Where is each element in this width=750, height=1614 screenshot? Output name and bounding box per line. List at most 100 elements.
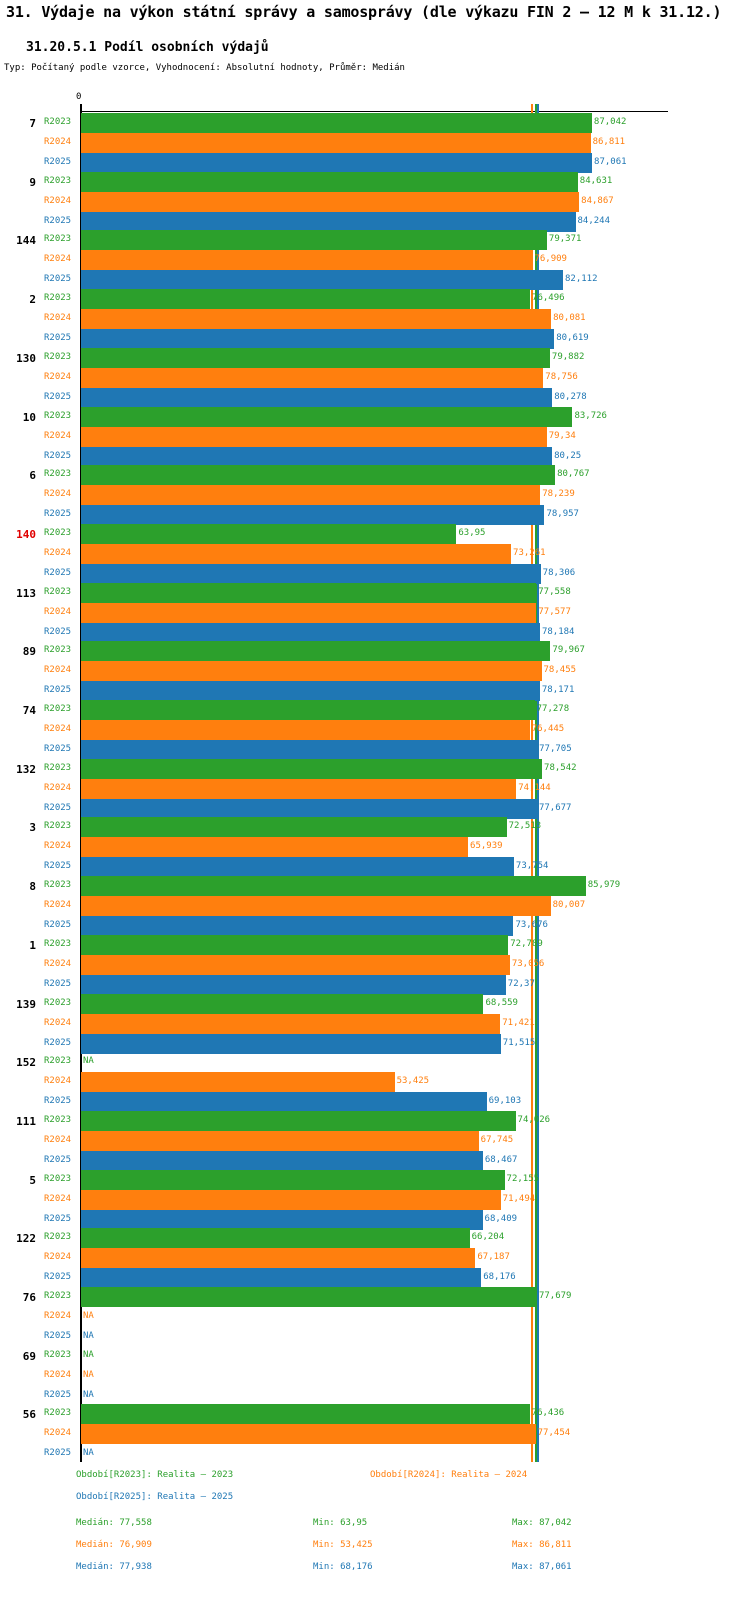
bar-group: 9 R2023 84,631 R2024 84,867 R2025 84,244 [0,171,750,232]
bar[interactable] [81,1033,501,1054]
bar[interactable] [81,954,510,975]
stat-max: Max: 87,061 [512,1562,572,1572]
bar[interactable] [81,1150,483,1171]
bar[interactable] [81,740,538,760]
bar[interactable] [81,426,547,447]
bar[interactable] [81,523,457,544]
bar[interactable] [81,1268,482,1289]
bar-value-label: NA [83,1448,94,1459]
series-label: R2025 [44,567,72,578]
bar[interactable] [81,700,535,720]
series-label: R2025 [44,274,72,285]
series-label: R2025 [44,626,72,637]
bar-group: 5 R2023 72,155 R2024 71,494 R2025 68,409 [0,1169,750,1230]
bar[interactable] [81,974,506,995]
bar[interactable] [81,133,591,153]
bar[interactable] [81,250,533,271]
bar[interactable] [81,367,544,388]
bar[interactable] [81,309,552,330]
bar[interactable] [81,153,593,173]
bar[interactable] [81,1228,470,1249]
bar[interactable] [81,113,592,133]
bar[interactable] [81,916,514,937]
bar[interactable] [81,211,576,232]
bar[interactable] [81,1110,516,1131]
series-label: R2023 [44,880,72,891]
series-label: R2024 [44,1252,72,1263]
bar[interactable] [81,1287,537,1307]
group-label: 10 [22,410,36,424]
bar[interactable] [81,230,547,251]
bar[interactable] [81,720,530,740]
bar-value-label: 84,867 [581,195,614,206]
bar[interactable] [81,1189,501,1210]
bar[interactable] [81,1424,536,1445]
bar[interactable] [81,641,551,662]
bar-value-label: 83,726 [574,410,607,421]
bar[interactable] [81,582,537,603]
stat-max: Max: 86,811 [512,1540,572,1550]
bar-row: R2024 65,939 [0,837,750,858]
bar[interactable] [81,817,507,838]
series-label: R2025 [44,1389,72,1400]
bar[interactable] [81,1013,501,1034]
series-label: R2024 [44,782,72,793]
bar-value-label: 85,979 [587,880,621,891]
bar[interactable] [81,191,580,212]
bar[interactable] [81,465,556,486]
bar[interactable] [81,347,550,368]
bar-value-label: 79,882 [551,351,585,362]
bar[interactable] [81,1092,487,1113]
bar[interactable] [81,934,509,955]
bar[interactable] [81,778,517,799]
bar-group: 7 R2023 87,042 R2024 86,811 R2025 87,061 [0,113,750,173]
bar[interactable] [81,446,553,467]
bar[interactable] [81,661,542,682]
series-label: R2025 [44,450,72,461]
bar[interactable] [81,289,531,310]
bar[interactable] [81,798,537,819]
bar[interactable] [81,563,541,584]
bar[interactable] [81,1072,395,1093]
bar[interactable] [81,857,514,878]
bar-value-label: 77,577 [538,606,571,617]
group-label: 2 [29,293,36,307]
bar[interactable] [81,387,553,408]
plot-top-rule [80,111,668,112]
series-label: R2024 [44,313,72,324]
bar[interactable] [81,837,469,858]
series-label: R2024 [44,958,72,969]
bar[interactable] [81,1404,530,1425]
bar[interactable] [81,485,541,506]
bar[interactable] [81,406,573,427]
bar[interactable] [81,993,484,1014]
bar[interactable] [81,171,578,192]
bar-row: R2024 78,455 [0,661,750,682]
bar-group: 111 R2023 74,026 R2024 67,745 R2025 68,467 [0,1110,750,1171]
bar[interactable] [81,543,512,564]
bar[interactable] [81,1248,476,1269]
bar[interactable] [81,329,555,350]
bar-value-label: 76,445 [531,724,565,734]
bar[interactable] [81,876,586,897]
bar-value-label: 78,306 [542,567,576,578]
bar-row: R2023 80,767 [0,465,750,486]
series-label: R2024 [44,1076,72,1087]
bar[interactable] [81,681,540,702]
series-label: R2025 [44,861,72,872]
bar[interactable] [81,1209,483,1230]
bar[interactable] [81,758,543,779]
bar-value-label: NA [83,1349,94,1360]
bar-row: R2023 63,95 [0,523,750,544]
bar[interactable] [81,1130,479,1151]
bar-row: R2024 79,34 [0,426,750,447]
bar[interactable] [81,896,551,917]
bar[interactable] [81,1169,505,1190]
bar[interactable] [81,505,545,526]
series-label: R2023 [44,1349,72,1360]
bar-row: R2025 69,103 [0,1092,750,1113]
bar[interactable] [81,602,537,623]
bar-value-label: 80,081 [553,313,586,324]
bar[interactable] [81,270,563,291]
bar[interactable] [81,622,540,643]
